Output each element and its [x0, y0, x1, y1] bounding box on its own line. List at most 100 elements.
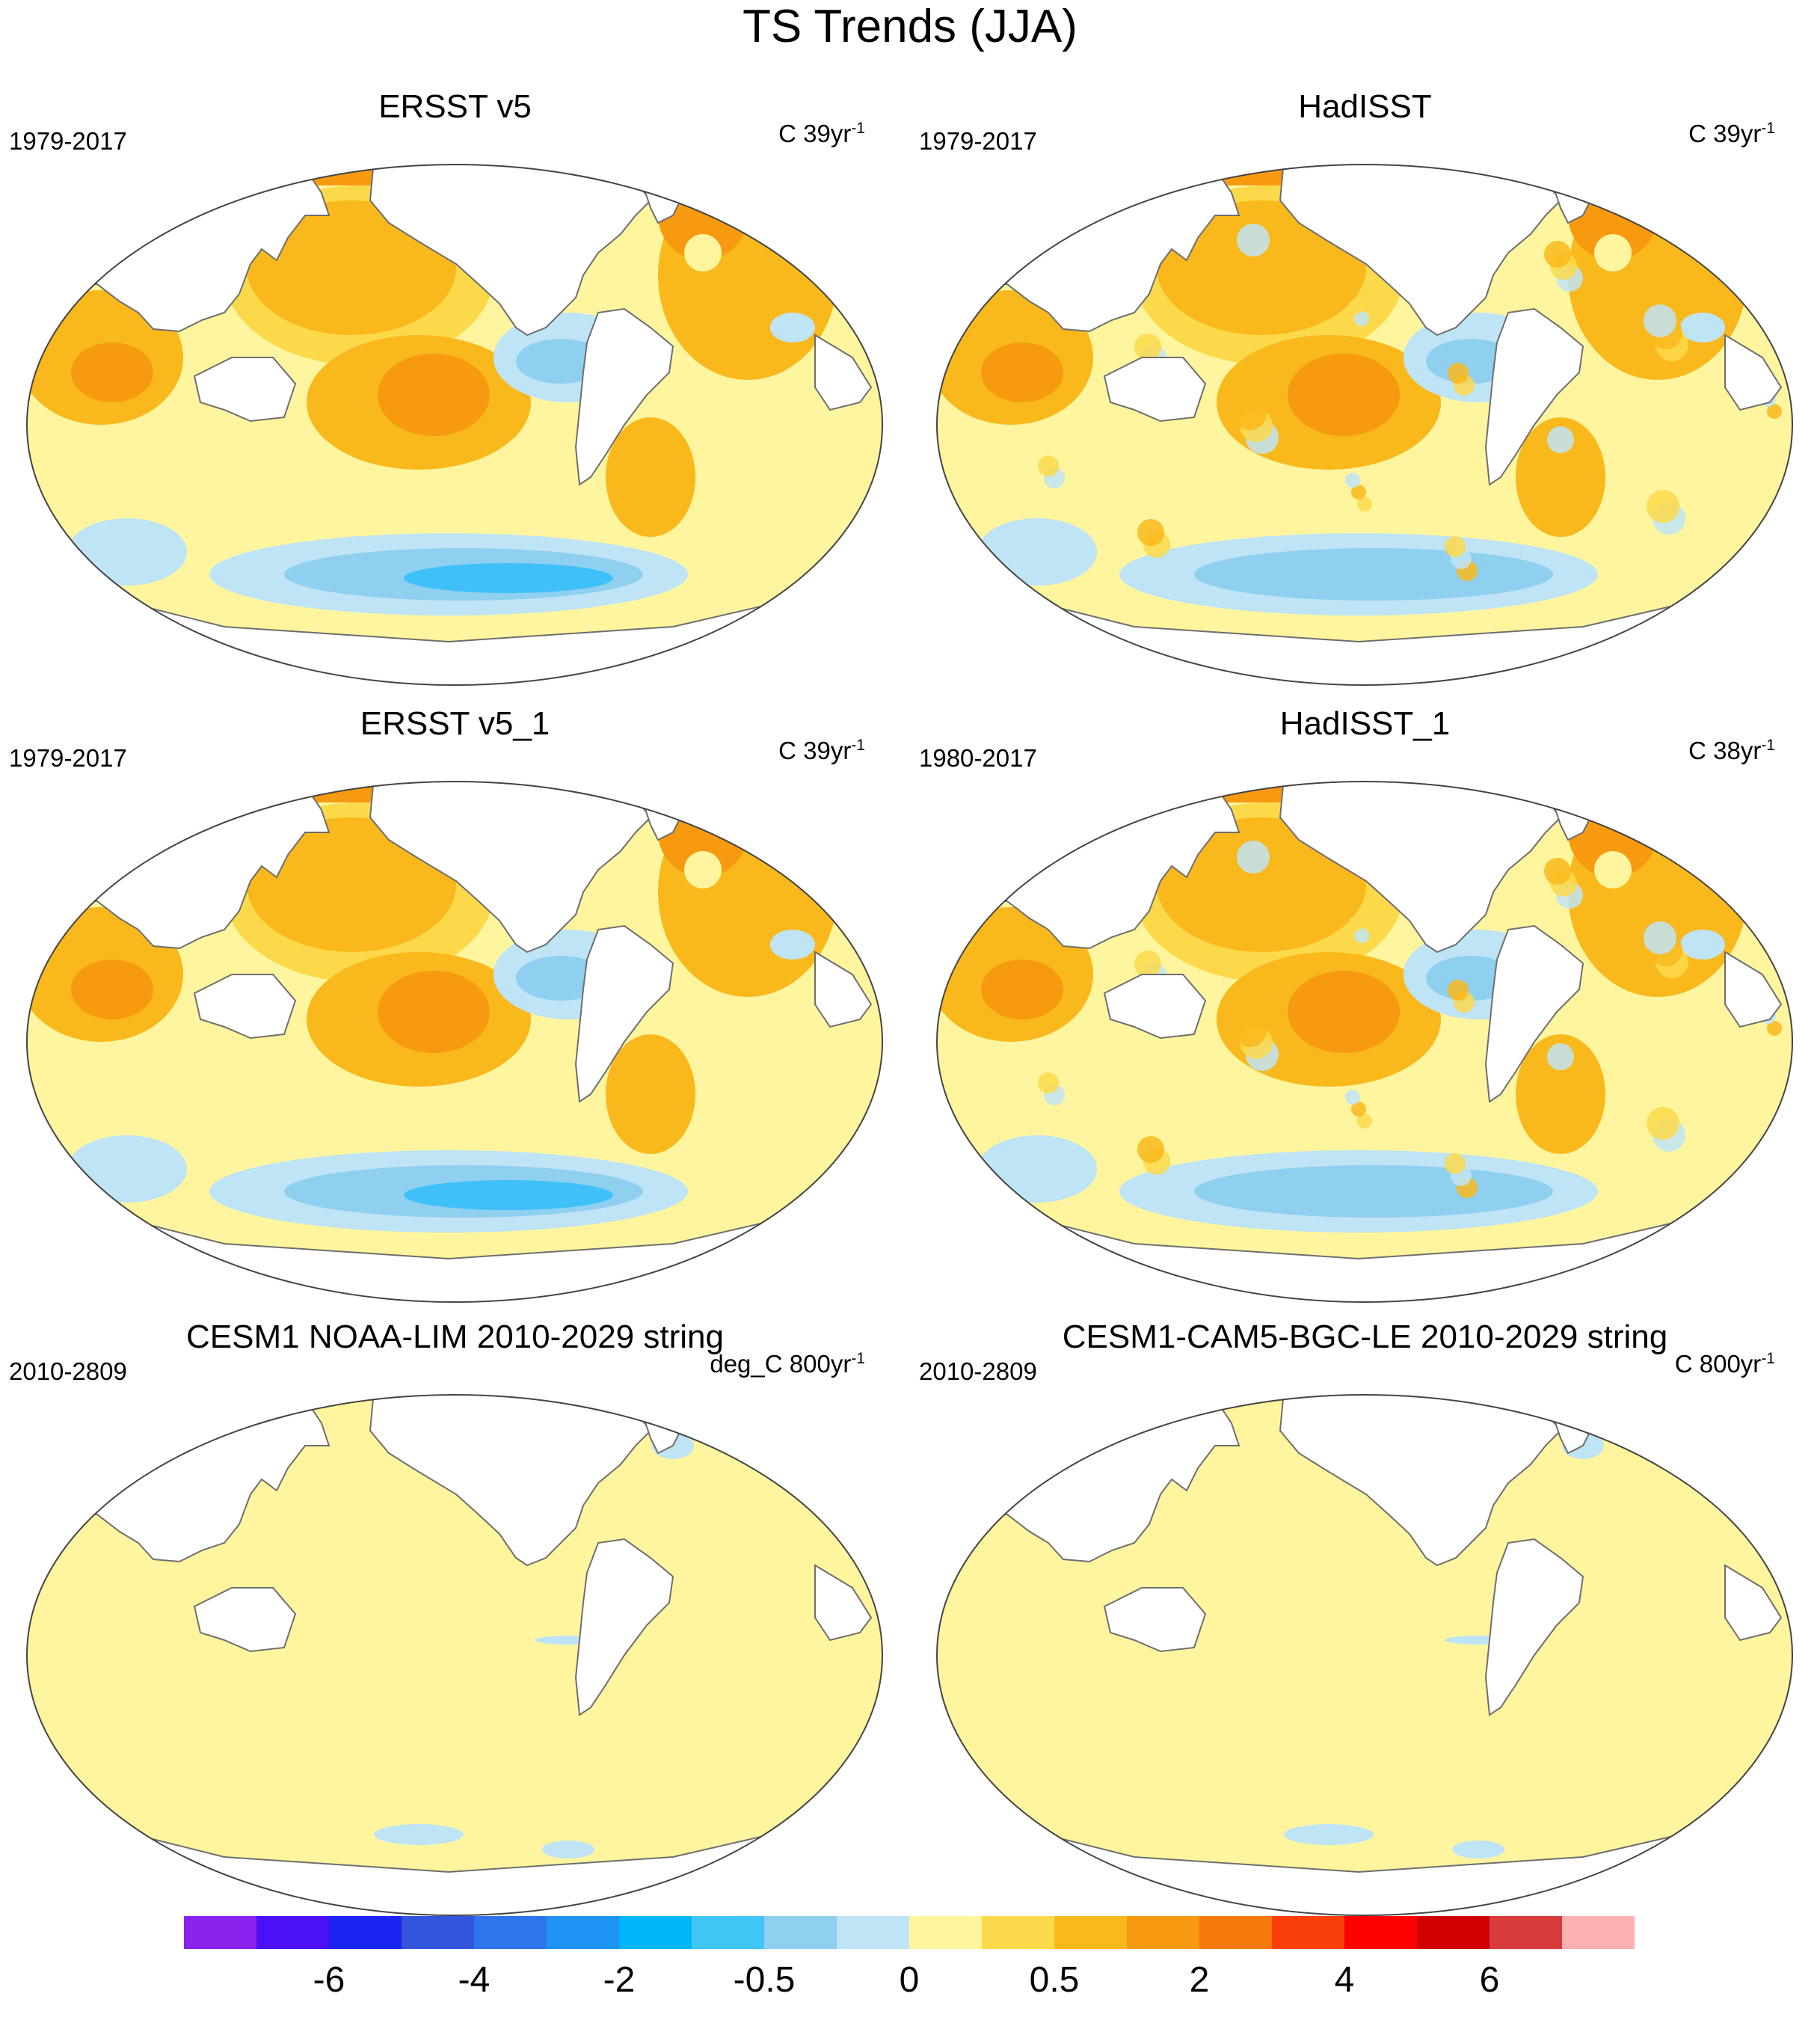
- land-australia: [1103, 357, 1207, 423]
- warm-anomaly: [71, 343, 153, 402]
- panel-title: HadISST: [1298, 88, 1432, 125]
- arctic-warming: [1060, 782, 1284, 802]
- land-africaEdge: [814, 1564, 873, 1642]
- land-australia: [1103, 974, 1207, 1040]
- noise-cell: [947, 847, 962, 862]
- world-map: [26, 164, 883, 686]
- southern-ocean-cooling: [404, 563, 613, 593]
- cool-spot: [684, 851, 722, 888]
- ocean-field: [937, 1395, 1792, 1915]
- colorbar-swatch: [982, 1916, 1054, 1949]
- colorbar-swatch: [402, 1916, 474, 1949]
- noise-cell: [1758, 1182, 1773, 1197]
- noise-cell: [1237, 841, 1270, 874]
- cool-spot: [770, 313, 815, 343]
- world-map: [936, 1394, 1793, 1916]
- land-africaEdge: [1724, 1564, 1783, 1642]
- warm-anomaly: [247, 817, 456, 952]
- colorbar-swatch: [256, 1916, 329, 1949]
- cool-anomaly: [977, 1135, 1097, 1203]
- land-africaEdge: [1724, 951, 1783, 1028]
- panel-title: CESM1-CAM5-BGC-LE 2010-2029 string: [1062, 1319, 1668, 1355]
- noise-cell: [1544, 241, 1571, 268]
- noise-cell: [1448, 980, 1469, 1001]
- land-europeEdge: [1671, 812, 1779, 868]
- noise-cell: [1348, 916, 1363, 931]
- noise-cell: [1137, 519, 1164, 546]
- colorbar-swatch: [1199, 1916, 1272, 1949]
- warm-anomaly: [606, 1034, 695, 1154]
- noise-cell: [1237, 224, 1270, 257]
- map-outline: [936, 164, 1793, 686]
- cool-anomaly: [67, 1135, 187, 1203]
- colorbar-swatch: [619, 1916, 692, 1949]
- ocean-field: [937, 165, 1792, 685]
- noise-cell: [1137, 1136, 1164, 1163]
- cool-spot: [1452, 1841, 1504, 1858]
- warm-anomaly: [981, 343, 1063, 402]
- panel-period: 1980-2017: [919, 744, 1037, 772]
- noise-cell: [1448, 363, 1469, 384]
- warm-anomaly: [378, 354, 490, 436]
- panel-units: deg_C 800yr-1: [710, 1350, 865, 1378]
- colorbar-swatch: [692, 1916, 764, 1949]
- colorbar-swatch: [909, 1916, 982, 1949]
- colorbar-swatch: [1127, 1916, 1199, 1949]
- noise-cell: [1758, 565, 1773, 580]
- arctic-warming: [150, 782, 374, 802]
- warm-anomaly: [1288, 971, 1400, 1053]
- panel-period: 2010-2809: [919, 1357, 1037, 1385]
- southern-ocean-cooling: [404, 1180, 613, 1210]
- cool-spot: [1680, 313, 1725, 343]
- panel-period: 2010-2809: [9, 1357, 127, 1385]
- colorbar-labels: -6 -4 -2 -0.5 0 0.5 2 4 6: [184, 1959, 1635, 2004]
- colorbar-swatch: [1417, 1916, 1489, 1949]
- panel-period: 1979-2017: [9, 127, 127, 155]
- land-southAmerica: [574, 924, 674, 1103]
- arctic-warming: [150, 165, 374, 185]
- panel-units: C 39yr-1: [778, 120, 865, 147]
- figure-title: TS Trends (JJA): [743, 1, 1077, 52]
- colorbar-tick-label: 6: [1479, 1960, 1500, 2000]
- noise-cell: [1445, 536, 1466, 557]
- colorbar-tick-label: -2: [603, 1960, 636, 2000]
- noise-cell: [1348, 299, 1363, 314]
- ocean-field: [27, 1395, 882, 1915]
- map-panel-ersst-v5: ERSST v5 1979-2017 C 39yr-1: [0, 88, 910, 709]
- noise-cell: [1357, 1114, 1372, 1129]
- map-outline: [26, 164, 883, 686]
- land-europeEdge: [1671, 1425, 1779, 1481]
- noise-cell: [1354, 311, 1369, 326]
- cool-anomaly: [67, 518, 187, 586]
- panel-units: C 38yr-1: [1688, 737, 1775, 764]
- panel-title: ERSST v5: [378, 88, 532, 125]
- noise-cell: [1644, 921, 1676, 954]
- panel-title: CESM1 NOAA-LIM 2010-2029 string: [186, 1319, 724, 1355]
- warm-anomaly: [1516, 417, 1605, 537]
- noise-cell: [1445, 1153, 1466, 1174]
- panel-period: 1979-2017: [9, 744, 127, 772]
- warm-anomaly: [606, 417, 695, 537]
- land-australia: [193, 357, 297, 423]
- colorbar-tick-label: -4: [458, 1960, 491, 2000]
- noise-cell: [1345, 473, 1360, 488]
- southern-ocean-cooling: [1314, 1180, 1523, 1210]
- land-africaEdge: [814, 334, 873, 411]
- warm-anomaly: [1516, 1034, 1605, 1154]
- land-australia: [193, 974, 297, 1040]
- warm-anomaly: [1288, 354, 1400, 436]
- warm-anomaly: [378, 971, 490, 1053]
- map-panel-cesm1-noaa-lim: CESM1 NOAA-LIM 2010-2029 string 2010-280…: [0, 1319, 910, 1939]
- noise-cell: [1357, 497, 1372, 512]
- noise-cell: [1647, 490, 1679, 523]
- noise-cell: [1647, 1107, 1679, 1140]
- noise-cell: [1354, 928, 1369, 943]
- cool-spot: [1594, 851, 1632, 888]
- world-map: [26, 1394, 883, 1916]
- noise-cell: [1234, 1014, 1267, 1047]
- cool-spot: [770, 930, 815, 960]
- noise-cell: [1764, 577, 1779, 592]
- ocean-field: [27, 165, 882, 685]
- colorbar-swatch: [184, 1916, 256, 1949]
- land-southAmerica: [1484, 1538, 1584, 1716]
